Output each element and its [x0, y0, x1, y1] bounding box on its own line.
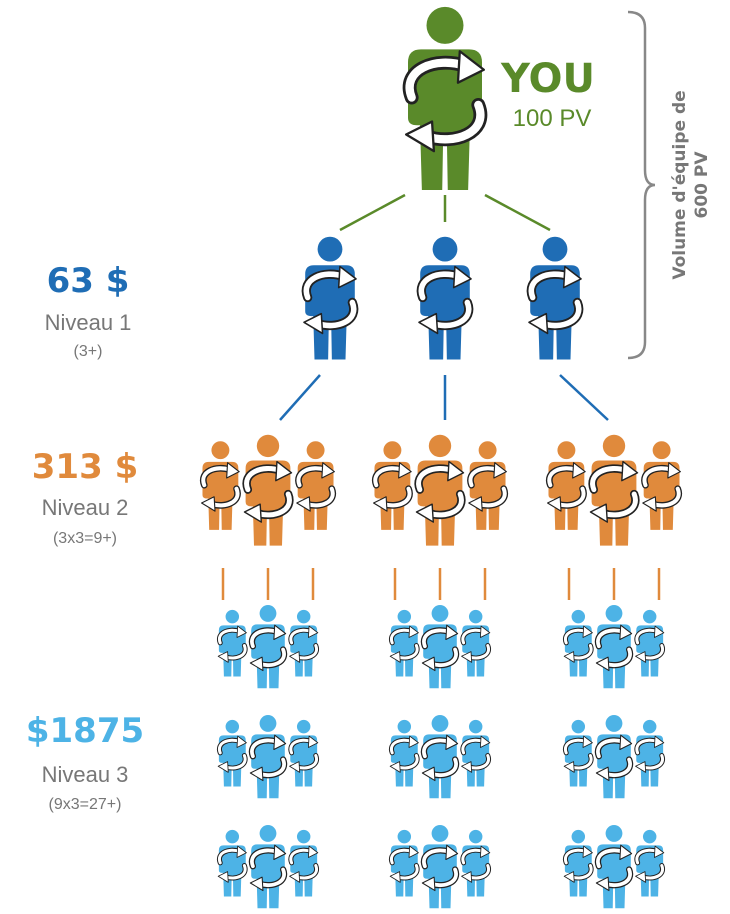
team-volume-line2: 600 PV — [692, 151, 712, 219]
level3-person — [462, 830, 490, 897]
level3-person — [422, 715, 457, 798]
level3-person — [462, 720, 490, 787]
level3-person — [250, 825, 285, 908]
level1-person — [304, 237, 356, 360]
level3-person — [422, 605, 457, 688]
level3-person — [636, 720, 664, 787]
level3-person — [218, 720, 246, 787]
level3-person — [218, 830, 246, 897]
level3-person — [390, 830, 418, 897]
level3-person — [422, 825, 457, 908]
level-name: Niveau 3 — [42, 762, 129, 787]
level3-person — [290, 830, 318, 897]
team-diagram: Volume d'équipe de 600 PV YOU 100 PV 63 … — [0, 0, 730, 914]
you-icon — [406, 7, 484, 190]
level-count: (3x3=9+) — [53, 530, 117, 547]
bracket — [628, 12, 655, 358]
level2-person — [202, 441, 240, 530]
level3-person — [390, 720, 418, 787]
level3-person — [290, 610, 318, 677]
level1-person — [419, 237, 471, 360]
team-volume-line1: Volume d'équipe de — [670, 90, 690, 279]
level3-person — [390, 610, 418, 677]
level3-person — [564, 830, 592, 897]
level3-person — [250, 715, 285, 798]
level2-person — [643, 441, 681, 530]
level-amount: 63 $ — [47, 261, 130, 301]
level3-person — [596, 715, 631, 798]
level-amount: 313 $ — [32, 447, 138, 487]
you-volume: 100 PV — [513, 105, 592, 132]
level3-person — [596, 605, 631, 688]
level3-person — [218, 610, 246, 677]
level3-person — [636, 830, 664, 897]
level2-person — [590, 435, 637, 546]
level-count: (9x3=27+) — [49, 796, 122, 813]
level2-person — [374, 441, 412, 530]
level2-person — [297, 441, 335, 530]
level-amount: $1875 — [26, 711, 144, 751]
level3-person — [290, 720, 318, 787]
level1-person — [529, 237, 581, 360]
level2-person — [244, 435, 291, 546]
level3-person — [462, 610, 490, 677]
level3-person — [250, 605, 285, 688]
level2-person — [548, 441, 586, 530]
level-name: Niveau 1 — [45, 310, 132, 335]
you-label: YOU — [500, 56, 595, 102]
level2-person — [416, 435, 463, 546]
level3-person — [596, 825, 631, 908]
level3-person — [636, 610, 664, 677]
level3-person — [564, 610, 592, 677]
level-count: (3+) — [74, 343, 103, 360]
level2-person — [469, 441, 507, 530]
level3-person — [564, 720, 592, 787]
level-name: Niveau 2 — [42, 495, 129, 520]
